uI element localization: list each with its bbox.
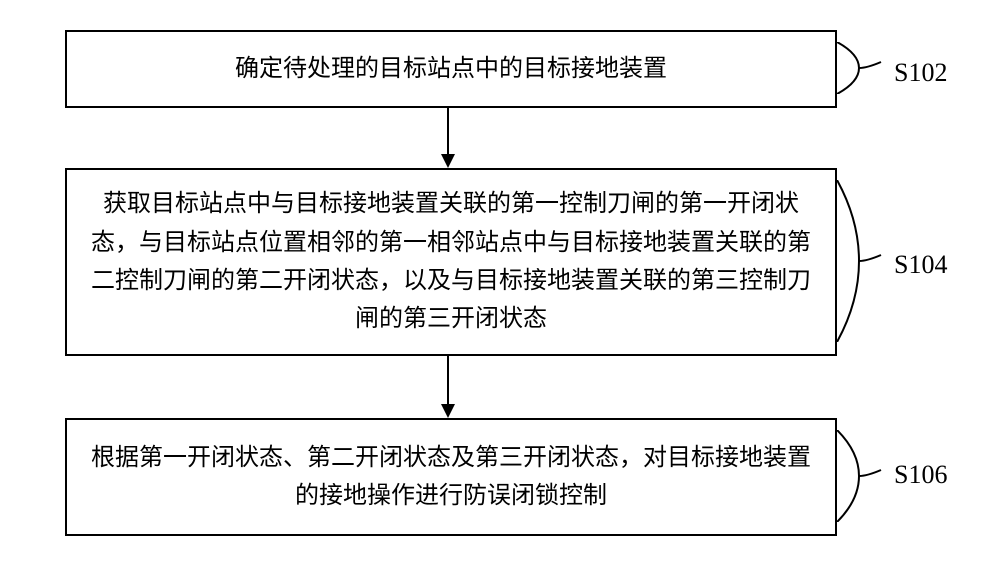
label-s102: S102 xyxy=(894,58,947,88)
flowchart-box-s102: 确定待处理的目标站点中的目标接地装置 xyxy=(65,30,837,108)
box-text-s106: 根据第一开闭状态、第二开闭状态及第三开闭状态，对目标接地装置的接地操作进行防误闭… xyxy=(87,439,815,516)
arrow-2-head xyxy=(441,404,455,418)
flowchart-box-s104: 获取目标站点中与目标接地装置关联的第一控制刀闸的第一开闭状态，与目标站点位置相邻… xyxy=(65,168,837,356)
arrow-1-head xyxy=(441,154,455,168)
flowchart-box-s106: 根据第一开闭状态、第二开闭状态及第三开闭状态，对目标接地装置的接地操作进行防误闭… xyxy=(65,418,837,536)
box-text-s102: 确定待处理的目标站点中的目标接地装置 xyxy=(235,50,667,88)
flowchart-container: 确定待处理的目标站点中的目标接地装置 S102 获取目标站点中与目标接地装置关联… xyxy=(0,0,1000,580)
curve-s104 xyxy=(837,180,887,342)
arrow-1-line xyxy=(447,108,449,154)
box-text-s104: 获取目标站点中与目标接地装置关联的第一控制刀闸的第一开闭状态，与目标站点位置相邻… xyxy=(87,185,815,339)
curve-s102 xyxy=(837,42,887,94)
arrow-2-line xyxy=(447,356,449,404)
label-s104: S104 xyxy=(894,250,947,280)
curve-s106 xyxy=(837,430,887,522)
label-s106: S106 xyxy=(894,460,947,490)
